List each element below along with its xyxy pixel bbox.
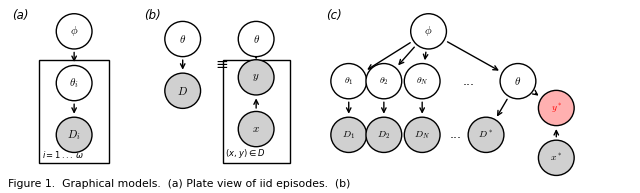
Text: $i = 1\,...\,\omega$: $i = 1\,...\,\omega$ xyxy=(42,149,84,160)
Ellipse shape xyxy=(404,63,440,99)
Text: $D_i$: $D_i$ xyxy=(67,128,81,142)
Ellipse shape xyxy=(500,63,536,99)
Text: Figure 1.  Graphical models.  (a) Plate view of iid episodes.  (b): Figure 1. Graphical models. (a) Plate vi… xyxy=(8,179,351,189)
Ellipse shape xyxy=(366,63,402,99)
Text: $x^*$: $x^*$ xyxy=(550,152,563,163)
Text: $x$: $x$ xyxy=(252,124,260,134)
Text: ...: ... xyxy=(449,128,461,141)
Text: $\theta_2$: $\theta_2$ xyxy=(379,75,388,87)
Text: $\theta_1$: $\theta_1$ xyxy=(344,75,353,87)
Ellipse shape xyxy=(468,117,504,152)
Ellipse shape xyxy=(56,117,92,152)
Text: $\phi$: $\phi$ xyxy=(424,24,433,38)
Ellipse shape xyxy=(404,117,440,152)
Ellipse shape xyxy=(331,63,367,99)
Bar xyxy=(39,60,109,163)
Ellipse shape xyxy=(238,21,274,57)
Ellipse shape xyxy=(238,60,274,95)
Text: $y$: $y$ xyxy=(252,72,260,83)
Text: $\equiv$: $\equiv$ xyxy=(213,56,229,71)
Text: $y^*$: $y^*$ xyxy=(550,101,562,115)
Ellipse shape xyxy=(165,21,200,57)
Text: $(x,\,y)\in D$: $(x,\,y)\in D$ xyxy=(225,147,266,160)
Text: $\theta_i$: $\theta_i$ xyxy=(69,76,79,90)
Ellipse shape xyxy=(538,90,574,126)
Bar xyxy=(223,60,290,163)
Ellipse shape xyxy=(238,111,274,147)
Text: $\theta$: $\theta$ xyxy=(515,75,522,87)
Text: (c): (c) xyxy=(326,9,342,22)
Ellipse shape xyxy=(165,73,200,108)
Ellipse shape xyxy=(538,140,574,175)
Text: (a): (a) xyxy=(12,9,29,22)
Text: ...: ... xyxy=(462,75,474,88)
Ellipse shape xyxy=(56,65,92,101)
Text: $D^*$: $D^*$ xyxy=(479,129,493,141)
Ellipse shape xyxy=(331,117,367,152)
Ellipse shape xyxy=(366,117,402,152)
Text: $\phi$: $\phi$ xyxy=(70,24,78,38)
Ellipse shape xyxy=(411,14,447,49)
Text: $\theta$: $\theta$ xyxy=(179,33,186,45)
Ellipse shape xyxy=(56,14,92,49)
Text: (b): (b) xyxy=(145,9,161,22)
Text: $\theta$: $\theta$ xyxy=(253,33,260,45)
Text: $D_2$: $D_2$ xyxy=(378,129,390,141)
Text: $D$: $D$ xyxy=(177,85,188,97)
Text: $D_N$: $D_N$ xyxy=(414,129,430,141)
Text: $\theta_N$: $\theta_N$ xyxy=(416,75,428,87)
Text: $D_1$: $D_1$ xyxy=(342,129,355,141)
